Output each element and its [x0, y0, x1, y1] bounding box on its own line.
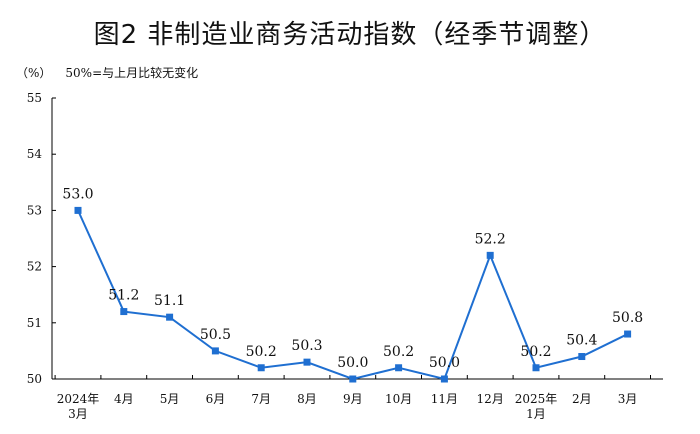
data-point — [303, 358, 311, 366]
data-label: 52.2 — [475, 231, 506, 247]
x-tick-label: 4月 — [114, 392, 134, 406]
chart-title: 图2 非制造业商务活动指数（经季节调整） — [93, 20, 607, 50]
data-label: 51.1 — [154, 293, 185, 309]
y-tick-label: 54 — [27, 147, 43, 161]
data-point — [395, 364, 403, 372]
data-point — [349, 375, 357, 383]
x-tick-label: 2月 — [572, 392, 592, 406]
data-point — [166, 313, 174, 321]
data-label: 50.0 — [337, 355, 368, 371]
y-tick-label: 53 — [27, 203, 42, 217]
data-label: 50.4 — [566, 333, 597, 349]
data-point — [257, 364, 265, 372]
x-tick-label: 6月 — [206, 392, 226, 406]
data-label: 50.8 — [612, 310, 643, 326]
x-tick-label: 10月 — [385, 392, 412, 406]
data-label: 50.2 — [383, 344, 414, 360]
x-tick-label: 7月 — [251, 392, 271, 406]
x-tick-label: 5月 — [160, 392, 180, 406]
data-label: 50.3 — [291, 338, 322, 354]
data-point — [578, 353, 586, 361]
data-point — [486, 251, 494, 259]
x-tick-label: 2024年 3月 — [57, 392, 100, 421]
data-point — [120, 308, 128, 316]
y-unit-label: （%） — [16, 66, 52, 80]
data-label: 51.2 — [108, 288, 139, 304]
y-tick-label: 51 — [27, 316, 42, 330]
data-point — [440, 375, 448, 383]
data-label: 50.5 — [200, 327, 231, 343]
x-tick-label: 8月 — [297, 392, 317, 406]
data-point — [532, 364, 540, 372]
x-tick-label: 11月 — [431, 392, 458, 406]
unit-note: （%） 50%=与上月比较无变化 — [16, 64, 198, 81]
data-label: 50.0 — [429, 355, 460, 371]
data-point — [211, 347, 219, 355]
y-tick-label: 50 — [27, 372, 42, 386]
x-tick-label: 12月 — [477, 392, 504, 406]
x-tick-label: 3月 — [618, 392, 638, 406]
data-point — [74, 206, 82, 214]
data-label: 50.2 — [520, 344, 551, 360]
baseline-note: 50%=与上月比较无变化 — [65, 66, 199, 80]
data-point — [624, 330, 632, 338]
x-tick-label: 2025年 1月 — [515, 392, 558, 421]
y-tick-label: 55 — [27, 91, 42, 105]
x-tick-label: 9月 — [343, 392, 363, 406]
y-tick-label: 52 — [27, 260, 42, 274]
data-label: 53.0 — [62, 186, 93, 202]
data-label: 50.2 — [246, 344, 277, 360]
